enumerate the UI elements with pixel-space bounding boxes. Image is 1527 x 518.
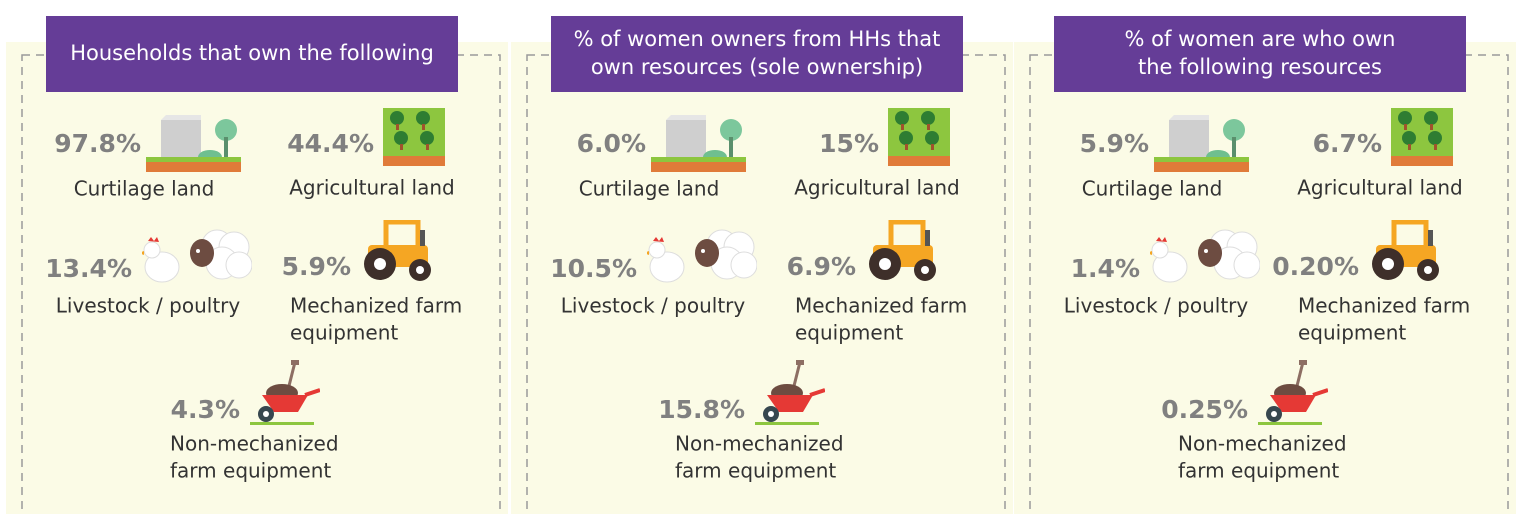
resource-label: equipment [795, 321, 903, 345]
resource-label: Agricultural land [1297, 176, 1462, 200]
resource-icon [888, 108, 950, 166]
resource-label: Non-mechanized [170, 432, 339, 456]
value-label: 6.7% [1313, 129, 1382, 158]
resource-label: Curtilage land [579, 177, 720, 201]
resource-label: equipment [290, 321, 398, 345]
resource-label: Curtilage land [74, 177, 215, 201]
resource-label: equipment [1298, 321, 1406, 345]
resource-label: Mechanized farm [795, 294, 967, 318]
value-label: 97.8% [54, 129, 141, 158]
value-label: 44.4% [287, 129, 374, 158]
resource-label: farm equipment [1178, 459, 1339, 483]
value-label: 13.4% [45, 254, 132, 283]
value-label: 0.25% [1161, 395, 1248, 424]
resource-label: farm equipment [170, 459, 331, 483]
value-label: 1.4% [1071, 254, 1140, 283]
resource-label: farm equipment [675, 459, 836, 483]
panel-title: Households that own the following [70, 41, 434, 65]
value-label: 6.0% [577, 129, 646, 158]
value-label: 0.20% [1272, 252, 1359, 281]
infographic: Households that own the following 97.8% Cu… [0, 0, 1527, 514]
resource-label: Agricultural land [794, 176, 959, 200]
resource-label: Curtilage land [1082, 177, 1223, 201]
resource-label: Livestock / poultry [56, 294, 241, 318]
resource-icon [383, 108, 445, 166]
value-label: 5.9% [282, 252, 351, 281]
resource-label: Livestock / poultry [561, 294, 746, 318]
value-label: 6.9% [787, 252, 856, 281]
panel-title: own resources (sole ownership) [591, 55, 923, 79]
value-label: 10.5% [550, 254, 637, 283]
resource-label: Agricultural land [289, 176, 454, 200]
resource-label: Non-mechanized [1178, 432, 1347, 456]
value-label: 15.8% [658, 395, 745, 424]
value-label: 5.9% [1080, 129, 1149, 158]
resource-label: Non-mechanized [675, 432, 844, 456]
panel-title: the following resources [1138, 55, 1382, 79]
resource-label: Mechanized farm [1298, 294, 1470, 318]
value-label: 4.3% [171, 395, 240, 424]
resource-label: Mechanized farm [290, 294, 462, 318]
resource-icon [1391, 108, 1453, 166]
panel-title: % of women are who own [1125, 27, 1396, 51]
panel-title: % of women owners from HHs that [574, 27, 941, 51]
value-label: 15% [819, 129, 879, 158]
resource-label: Livestock / poultry [1064, 294, 1249, 318]
